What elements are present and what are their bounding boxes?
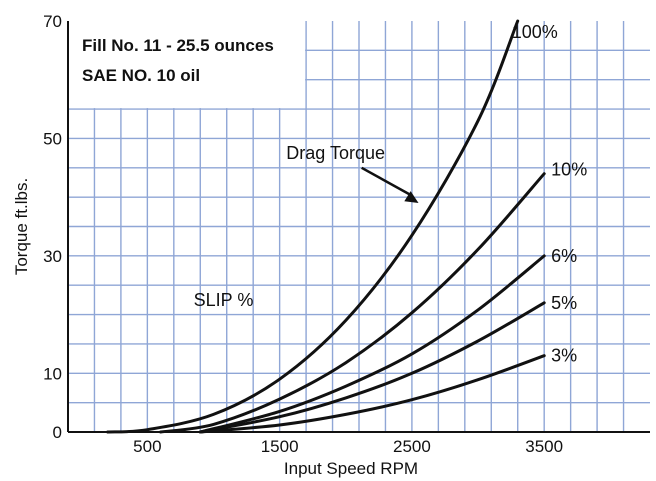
- curve-label-10-pct: 10%: [551, 160, 587, 180]
- y-axis-title: Torque ft.lbs.: [12, 178, 31, 275]
- curve-6-pct: [198, 254, 546, 434]
- curve-label-6-pct: 6%: [551, 246, 577, 266]
- curve-5-pct: [198, 301, 546, 434]
- drag-torque-annotation: Drag Torque: [286, 143, 385, 163]
- curves: [106, 19, 546, 434]
- info-box-background: [69, 21, 306, 109]
- tick-labels: 500 1500 2500 3500 0 10 30 50 70: [43, 12, 563, 456]
- curve-3-pct: [198, 354, 546, 434]
- drag-torque-arrowhead: [404, 191, 419, 204]
- fill-info-text: Fill No. 11 - 25.5 ounces: [82, 36, 274, 55]
- y-tick-label: 50: [43, 129, 62, 148]
- slip-percent-annotation: SLIP %: [194, 290, 254, 310]
- x-tick-label: 3500: [525, 437, 563, 456]
- x-tick-label: 2500: [393, 437, 431, 456]
- drag-torque-arrow: [361, 166, 414, 198]
- curve-labels: 100% 10% 6% 5% 3%: [512, 22, 587, 366]
- curve-label-100-pct: 100%: [512, 22, 558, 42]
- x-tick-label: 1500: [261, 437, 299, 456]
- y-tick-label: 10: [43, 364, 62, 383]
- y-tick-label: 0: [53, 423, 62, 442]
- y-tick-label: 70: [43, 12, 62, 31]
- curve-label-3-pct: 3%: [551, 346, 577, 366]
- x-axis-title: Input Speed RPM: [284, 459, 418, 478]
- curve-label-5-pct: 5%: [551, 293, 577, 313]
- curve-10-pct: [159, 172, 546, 434]
- curve-100-pct: [106, 19, 520, 434]
- oil-info-text: SAE NO. 10 oil: [82, 66, 200, 85]
- y-tick-label: 30: [43, 247, 62, 266]
- x-tick-label: 500: [133, 437, 161, 456]
